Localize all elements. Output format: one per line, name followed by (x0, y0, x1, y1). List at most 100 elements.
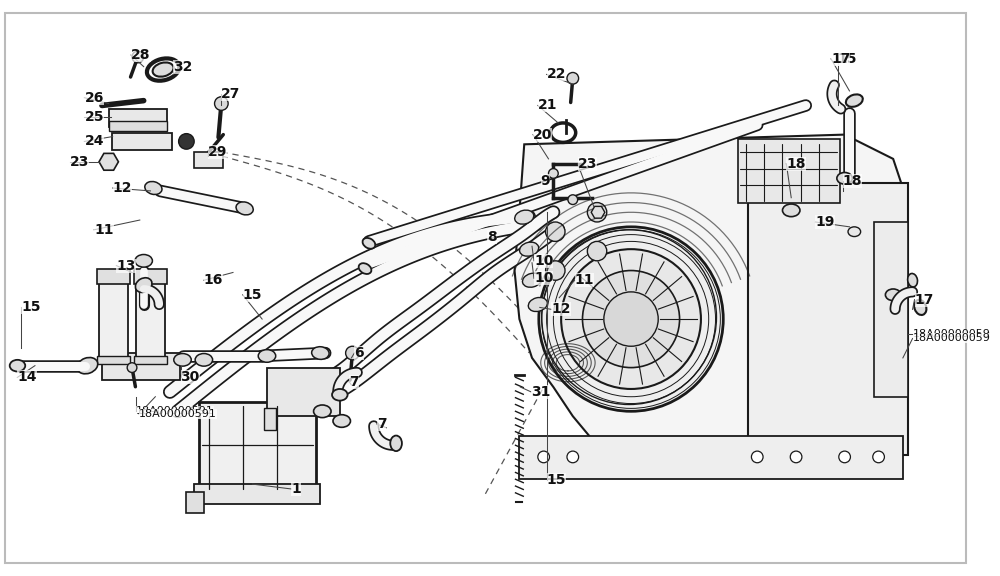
Text: 19: 19 (815, 215, 835, 229)
Text: 24: 24 (84, 134, 104, 149)
Ellipse shape (359, 263, 371, 274)
Ellipse shape (515, 210, 534, 224)
Bar (136, 281, 165, 358)
Ellipse shape (258, 350, 276, 362)
Text: 15: 15 (21, 301, 41, 314)
Ellipse shape (528, 297, 547, 312)
Polygon shape (515, 135, 908, 475)
Text: 20: 20 (533, 128, 552, 142)
Circle shape (546, 261, 565, 281)
Bar (109, 109, 167, 127)
Bar (134, 268, 167, 284)
Text: 7: 7 (349, 375, 359, 389)
Circle shape (215, 97, 228, 111)
Text: 18A00000591: 18A00000591 (139, 409, 217, 419)
Circle shape (568, 195, 578, 204)
Bar (97, 356, 130, 363)
Circle shape (873, 451, 884, 463)
Ellipse shape (153, 62, 174, 77)
Text: 17: 17 (915, 293, 934, 306)
Text: 23: 23 (578, 157, 597, 170)
Text: 26: 26 (84, 90, 104, 105)
Text: 16: 16 (204, 273, 223, 287)
Ellipse shape (312, 347, 329, 359)
Ellipse shape (390, 435, 402, 451)
Bar (134, 356, 167, 363)
Bar (102, 353, 180, 380)
Bar (194, 152, 223, 168)
Text: 1: 1 (291, 482, 301, 496)
Text: 18: 18 (843, 174, 862, 188)
Bar (97, 268, 130, 284)
Text: 15: 15 (838, 52, 857, 66)
Ellipse shape (363, 238, 375, 249)
Text: 25: 25 (84, 110, 104, 124)
Ellipse shape (848, 227, 861, 237)
Ellipse shape (135, 278, 152, 293)
Ellipse shape (135, 255, 152, 267)
Text: 15: 15 (547, 473, 566, 487)
Ellipse shape (10, 360, 25, 372)
Text: 13: 13 (116, 259, 136, 272)
Polygon shape (591, 206, 605, 218)
Ellipse shape (174, 354, 191, 366)
Polygon shape (99, 153, 118, 170)
Text: 30: 30 (181, 370, 200, 384)
Text: 14: 14 (17, 370, 37, 384)
Text: 10: 10 (534, 254, 553, 268)
Text: 18A00000059: 18A00000059 (913, 329, 990, 339)
Bar (194, 484, 320, 503)
Circle shape (179, 134, 194, 149)
Circle shape (587, 203, 607, 222)
Bar (748, 183, 908, 455)
Text: 18A00000591: 18A00000591 (136, 406, 214, 416)
Circle shape (839, 451, 850, 463)
Circle shape (539, 227, 723, 411)
Ellipse shape (908, 274, 917, 287)
Ellipse shape (522, 273, 542, 287)
Ellipse shape (236, 202, 253, 215)
Text: 29: 29 (208, 145, 227, 159)
Text: 17: 17 (831, 52, 850, 66)
Ellipse shape (782, 204, 800, 217)
Text: 6: 6 (354, 346, 364, 360)
Circle shape (567, 451, 579, 463)
Text: 23: 23 (70, 155, 89, 169)
Ellipse shape (314, 405, 331, 418)
Bar (519, 435, 903, 479)
Ellipse shape (520, 242, 539, 256)
Bar (738, 139, 840, 203)
Bar (874, 222, 908, 397)
Circle shape (346, 346, 359, 360)
Circle shape (561, 249, 701, 389)
Ellipse shape (846, 94, 863, 107)
Circle shape (582, 271, 680, 367)
Text: 27: 27 (221, 87, 241, 101)
Bar (264, 408, 276, 430)
Circle shape (790, 451, 802, 463)
Ellipse shape (145, 181, 162, 195)
Text: 22: 22 (547, 67, 566, 81)
Circle shape (587, 241, 607, 261)
Bar (99, 281, 128, 358)
Text: 8: 8 (487, 230, 497, 244)
Circle shape (567, 73, 579, 84)
Circle shape (538, 451, 549, 463)
Text: 7: 7 (377, 417, 386, 431)
Text: 18A00000059: 18A00000059 (913, 334, 990, 343)
Circle shape (546, 222, 565, 241)
Text: 9: 9 (541, 174, 550, 188)
Text: 10: 10 (534, 271, 553, 285)
Text: 31: 31 (531, 385, 550, 399)
Ellipse shape (333, 415, 350, 427)
Circle shape (604, 292, 658, 346)
Text: 12: 12 (551, 302, 571, 316)
Text: 15: 15 (243, 288, 262, 302)
Circle shape (132, 51, 144, 63)
Bar (267, 367, 340, 416)
Text: 11: 11 (94, 223, 114, 237)
Text: 32: 32 (173, 60, 192, 74)
Ellipse shape (77, 358, 98, 374)
Circle shape (751, 451, 763, 463)
Bar (186, 492, 204, 513)
